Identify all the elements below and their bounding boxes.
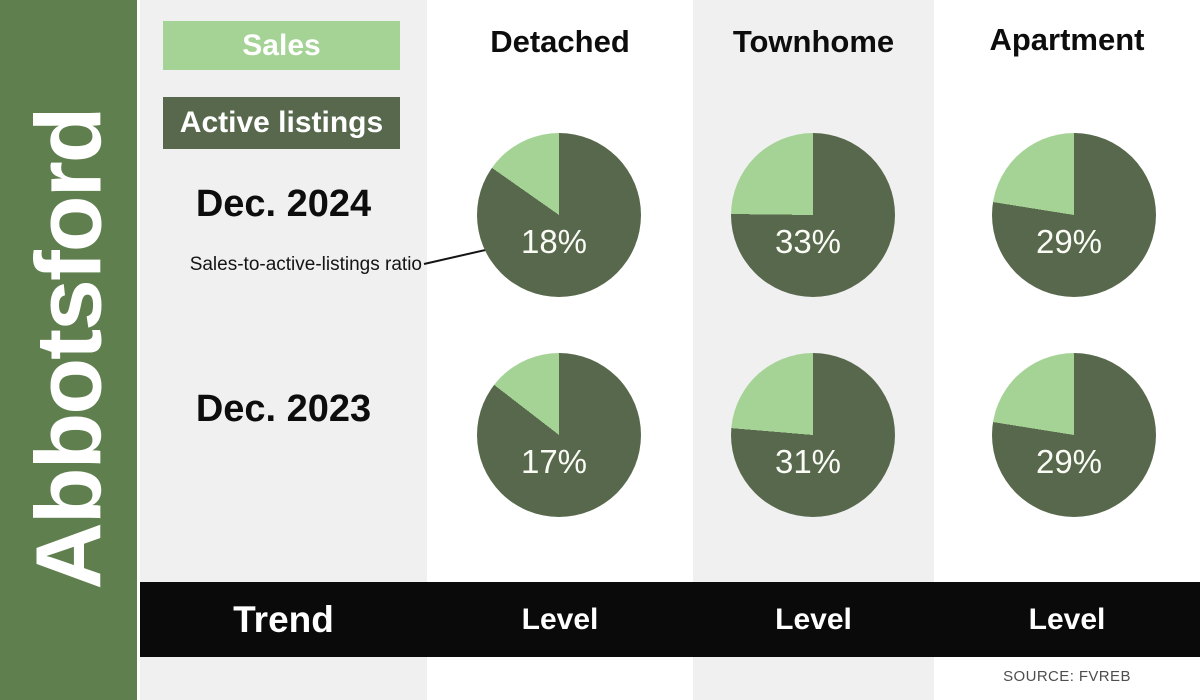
legend-active-listings-swatch: Active listings <box>163 97 400 149</box>
row-label-dec-2024: Dec. 2024 <box>195 183 372 225</box>
column-header-detached: Detached <box>490 24 630 59</box>
column-header-townhome: Townhome <box>732 24 895 59</box>
row-label-dec-2023: Dec. 2023 <box>195 388 372 430</box>
footer-level-townhome: Level <box>775 603 852 636</box>
pie-value-label: 31% <box>774 443 842 480</box>
pie-detached-dec2024: 18% <box>477 133 641 297</box>
city-sidebar: Abbotsford <box>0 0 137 700</box>
annotation-label: Sales-to-active-listings ratio <box>189 254 422 275</box>
pie-value-label: 18% <box>520 223 588 260</box>
pie-value-label: 29% <box>1035 223 1103 260</box>
pie-detached-dec2023: 17% <box>477 353 641 517</box>
pie-apartment-dec2023: 29% <box>992 353 1156 517</box>
pie-townhome-dec2023: 31% <box>731 353 895 517</box>
footer-level-apartment: Level <box>1028 603 1106 636</box>
pie-value-label: 29% <box>1035 443 1103 480</box>
footer-bar: Trend Level Level Level <box>140 582 1200 657</box>
legend-sales-swatch: Sales <box>163 21 400 70</box>
column-header-apartment: Apartment <box>989 22 1145 57</box>
pie-value-label: 33% <box>774 223 842 260</box>
footer-level-detached: Level <box>521 603 599 636</box>
source-credit: SOURCE: FVREB <box>1003 668 1131 685</box>
pie-apartment-dec2024: 29% <box>992 133 1156 297</box>
pie-value-label: 17% <box>520 443 588 480</box>
pie-townhome-dec2024: 33% <box>731 133 895 297</box>
city-name: Abbotsford <box>16 108 120 590</box>
footer-trend-label: Trend <box>233 599 334 640</box>
